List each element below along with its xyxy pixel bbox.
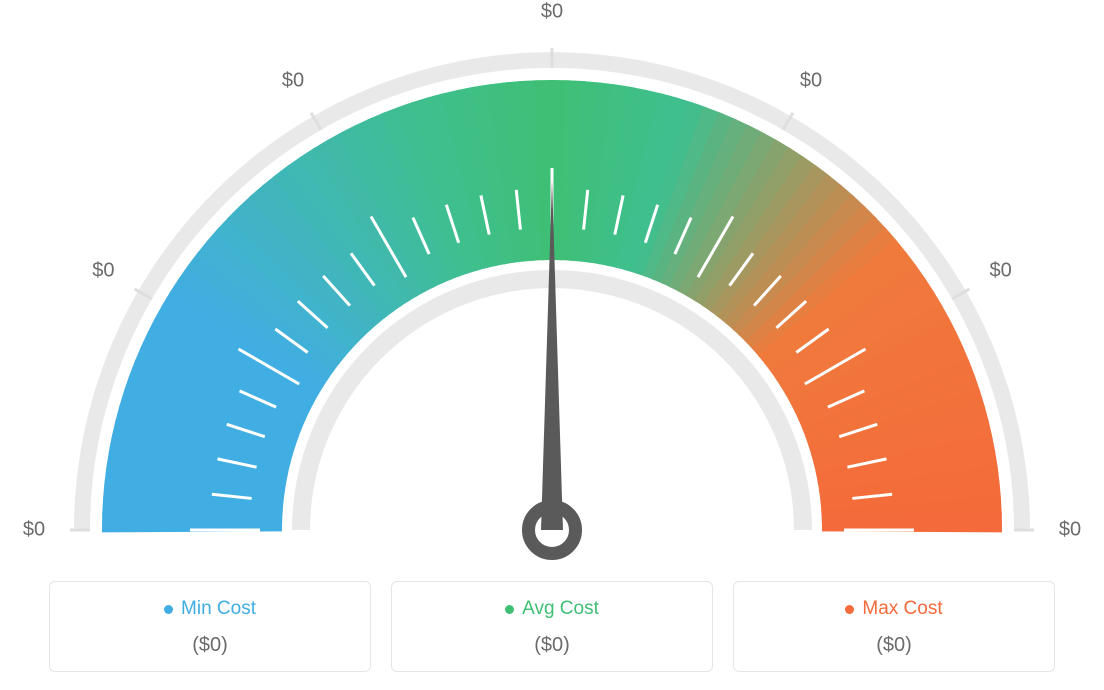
dot-icon xyxy=(505,605,514,614)
legend-title-avg: Avg Cost xyxy=(505,598,599,620)
legend-card-max: Max Cost ($0) xyxy=(733,581,1055,672)
legend-label: Avg Cost xyxy=(522,598,599,620)
gauge-chart: $0 $0 $0 $0 $0 $0 $0 xyxy=(0,0,1104,560)
legend-value-max: ($0) xyxy=(744,634,1044,657)
legend-title-min: Min Cost xyxy=(164,598,256,620)
legend-card-avg: Avg Cost ($0) xyxy=(391,581,713,672)
gauge-tick-label: $0 xyxy=(1059,519,1081,542)
legend-card-min: Min Cost ($0) xyxy=(49,581,371,672)
gauge-tick-label: $0 xyxy=(23,519,45,542)
dot-icon xyxy=(164,605,173,614)
gauge-tick-label: $0 xyxy=(800,70,822,93)
gauge-tick-label: $0 xyxy=(989,260,1011,283)
legend-row: Min Cost ($0) Avg Cost ($0) Max Cost ($0… xyxy=(0,581,1104,672)
gauge-tick-label: $0 xyxy=(92,260,114,283)
gauge-tick-label: $0 xyxy=(282,70,304,93)
legend-label: Min Cost xyxy=(181,598,256,620)
legend-title-max: Max Cost xyxy=(845,598,942,620)
dot-icon xyxy=(845,605,854,614)
legend-value-avg: ($0) xyxy=(402,634,702,657)
gauge-svg xyxy=(0,0,1104,560)
legend-value-min: ($0) xyxy=(60,634,360,657)
gauge-tick-label: $0 xyxy=(541,1,563,24)
legend-label: Max Cost xyxy=(862,598,942,620)
